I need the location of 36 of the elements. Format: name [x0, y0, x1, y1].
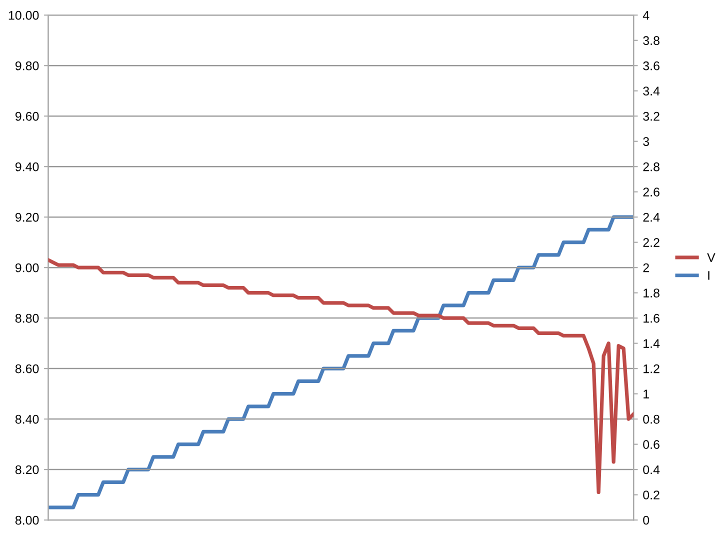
legend-label: I	[708, 271, 710, 280]
y2-tick-label: 2.6	[643, 188, 660, 196]
y-tick-label: 8.40	[15, 414, 39, 424]
legend-label: V	[707, 253, 716, 262]
y-tick-label: 10.00	[8, 10, 39, 20]
y2-tick-label: 0.6	[643, 440, 660, 449]
y-tick-label: 8.00	[15, 516, 39, 525]
y-tick-label: 9.00	[15, 263, 39, 272]
y-tick-label: 9.80	[15, 61, 39, 70]
y2-tick-label: 3.6	[643, 61, 660, 70]
y2-tick-label: 1	[644, 390, 649, 398]
y2-tick-label: 2	[643, 263, 649, 272]
y2-tick-label: 3.2	[643, 112, 660, 121]
y2-tick-label: 1.8	[644, 288, 660, 298]
line-series	[48, 258, 634, 494]
y2-tick-label: 3.8	[643, 36, 660, 46]
y-tick-label: 8.60	[15, 364, 39, 374]
y2-tick-label: 3	[643, 137, 650, 146]
y2-tick-label: 2.8	[643, 162, 660, 172]
y-tick-label: 8.80	[15, 314, 39, 323]
y-tick-label: 9.40	[15, 162, 39, 172]
y2-tick-label: 0.2	[643, 490, 660, 500]
y-tick-label: 8.20	[15, 465, 39, 474]
y-tick-label: 9.20	[15, 212, 39, 222]
y2-tick-label: 4	[642, 11, 650, 20]
y2-tick-label: 1.4	[644, 339, 660, 348]
y2-tick-label: 0.4	[643, 465, 660, 474]
y-tick-label: 9.60	[15, 112, 39, 121]
y2-tick-label: 1.6	[644, 314, 660, 323]
y2-tick-label: 0	[643, 516, 650, 525]
y2-tick-label: 3.4	[643, 86, 660, 96]
y2-tick-label: 2.2	[643, 238, 660, 247]
line-series	[48, 215, 634, 510]
y2-tick-label: 1.2	[644, 364, 660, 374]
y2-tick-label: 2.4	[643, 212, 660, 222]
y2-tick-label: 0.8	[643, 414, 660, 424]
